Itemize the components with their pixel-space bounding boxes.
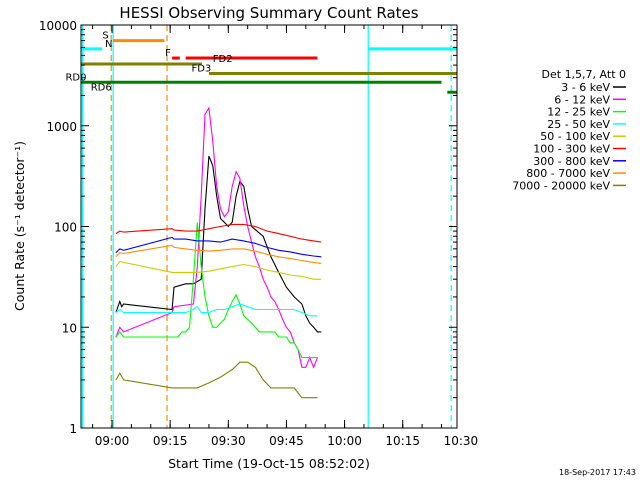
series-lines [115,106,322,399]
flag-label: FD3 [191,64,211,75]
legend-entry-label: 25 - 50 keV [547,118,610,131]
plot-frame [80,24,458,429]
x-tick-label: 09:00 [95,434,130,448]
series-line [115,303,318,317]
x-tick-label: 09:45 [269,434,304,448]
legend-entry-label: 50 - 100 keV [540,130,610,143]
legend-entry-label: 100 - 300 keV [533,143,610,156]
chart-title: HESSI Observing Summary Count Rates [119,4,418,22]
y-tick-label: 10 [62,321,77,335]
series-line [115,260,322,280]
y-axis-label: Count Rate (s⁻¹ detector⁻¹) [12,141,27,311]
series-line [115,106,319,369]
legend-entry-label: 300 - 800 keV [533,155,610,168]
x-tick-label: 10:30 [444,434,479,448]
flag-label: S [102,31,108,42]
y-tick-label: 1000 [46,120,77,134]
axes: 09:00 09:15 09:30 09:45 10:00 10:15 10:30 1 10 10… [39,19,478,448]
series-line [115,244,322,264]
x-tick-label: 10:15 [385,434,420,448]
y-tick-label: 10000 [39,19,77,33]
flag-label: RD0 [65,72,86,83]
x-tick-label: 09:30 [211,434,246,448]
series-line [115,155,322,333]
x-axis-label: Start Time (19-Oct-15 08:52:02) [168,456,370,471]
legend-entry-label: 12 - 25 keV [547,106,610,119]
flag-label: RD6 [91,82,112,93]
series-line [115,222,318,359]
flag-label: N [105,39,112,50]
vertical-markers [81,25,452,428]
series-line [115,361,318,399]
x-tick-label: 10:00 [327,434,362,448]
flag-label: FD2 [213,54,233,65]
series-line [115,236,322,258]
x-tick-label: 09:15 [153,434,188,448]
legend-title: Det 1,5,7, Att 0 [542,68,626,81]
legend-entry-label: 7000 - 20000 keV [512,179,610,192]
legend-entry-label: 6 - 12 keV [554,93,610,106]
legend-entry-label: 800 - 7000 keV [526,167,610,180]
y-tick-label: 1 [69,422,77,436]
flag-label: F [165,48,171,59]
legend-entry-label: 3 - 6 keV [561,81,610,94]
y-tick-label: 100 [54,221,77,235]
footer-timestamp: 18-Sep-2017 17:43 [559,468,636,477]
series-line [115,223,322,243]
